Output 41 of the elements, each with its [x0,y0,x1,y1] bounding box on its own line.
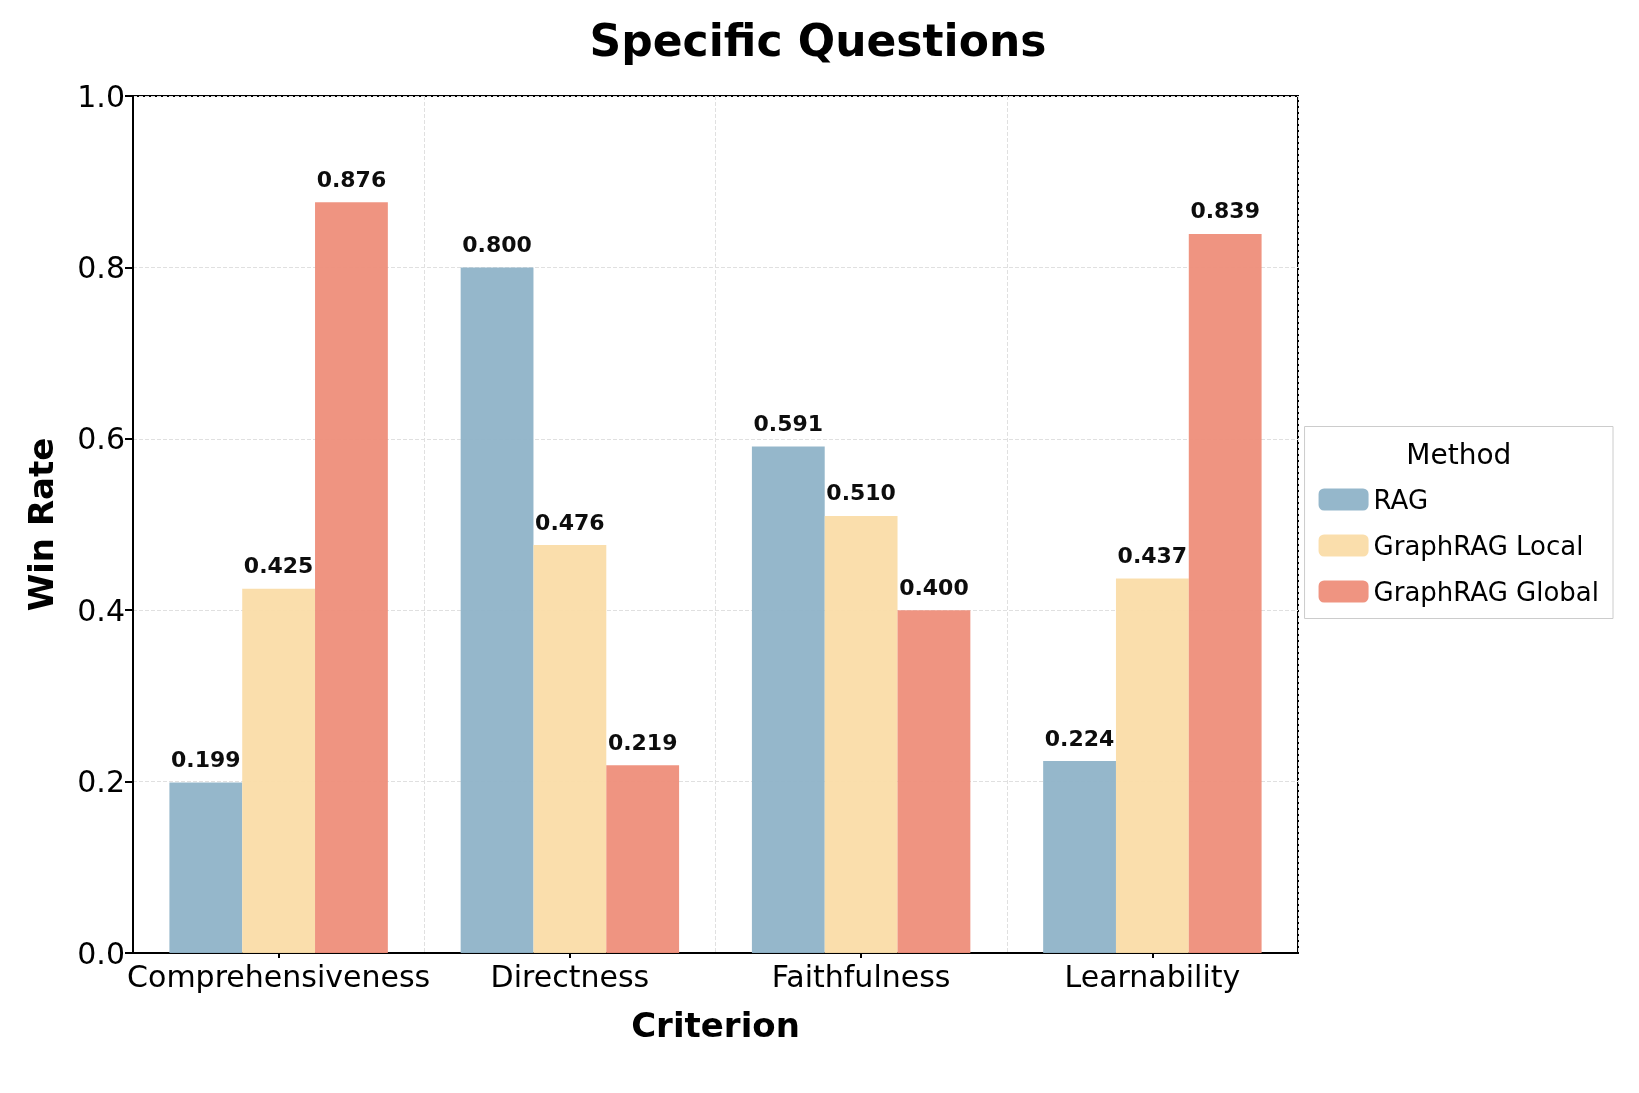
data-label: 0.199 [171,746,241,772]
legend-label: GraphRAG Local [1373,530,1584,561]
bar [897,610,971,953]
x-tick-label: Faithfulness [771,958,951,994]
data-label: 0.224 [1044,725,1115,751]
bar [1115,578,1189,953]
y-tick-label: 0.4 [77,592,125,628]
bar [824,515,898,953]
data-label: 0.219 [607,729,678,755]
x-tick-label: Directness [490,958,650,994]
y-tick-label: 0.8 [77,249,125,285]
chart-title: Specific Questions [589,14,1047,66]
x-tick-label: Comprehensiveness [127,958,431,994]
data-label: 0.800 [462,231,532,257]
y-tick-label: 0.6 [77,421,125,457]
x-axis-title: Criterion [631,1005,800,1045]
bar [460,267,534,953]
bar [315,202,388,953]
legend-title: Method [1406,437,1512,471]
data-label: 0.510 [826,480,896,506]
legend-label: GraphRAG Global [1373,576,1600,607]
data-label: 0.839 [1190,198,1260,224]
data-label: 0.400 [899,574,969,600]
bar [606,765,680,953]
y-tick-label: 0.0 [77,935,125,971]
data-label: 0.476 [535,509,605,535]
bar [1188,233,1262,953]
data-label: 0.437 [1117,542,1188,568]
y-tick-label: 0.2 [77,764,125,800]
x-tick-label: Learnability [1064,958,1241,994]
legend-label: RAG [1373,484,1429,515]
bar [242,588,316,953]
data-label: 0.876 [316,166,387,192]
bar [533,545,607,953]
y-axis-title: Win Rate [21,437,61,612]
data-label: 0.425 [243,553,314,579]
bar [751,446,825,953]
bar [169,782,243,953]
bar [1043,761,1116,953]
y-tick-label: 1.0 [77,78,125,114]
data-label: 0.591 [753,411,824,437]
